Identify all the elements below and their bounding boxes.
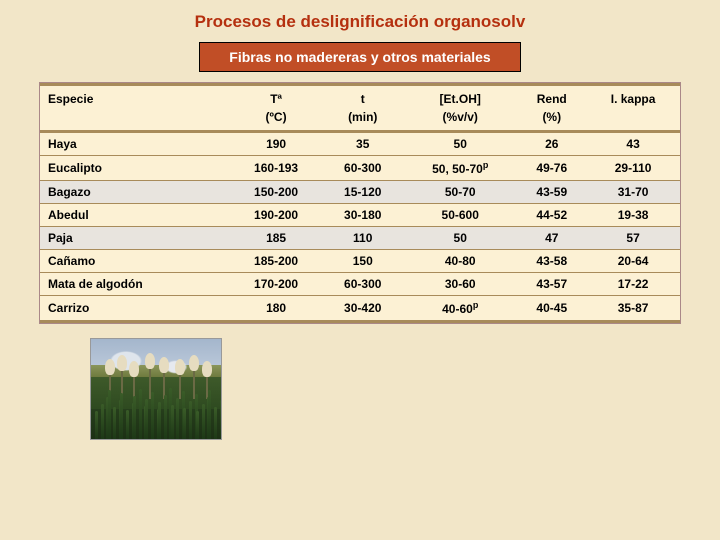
- col-kappa: I. kappa: [586, 85, 680, 109]
- cell: 60-300: [322, 273, 403, 296]
- cell: 43-59: [517, 181, 586, 204]
- col-etoh: [Et.OH]: [403, 85, 517, 109]
- data-table: Especie Tª t [Et.OH] Rend I. kappa (ºC) …: [40, 83, 680, 323]
- cell: 190: [230, 132, 323, 156]
- cell: 30-60: [403, 273, 517, 296]
- cell: 43-57: [517, 273, 586, 296]
- unit-time: (min): [322, 108, 403, 132]
- data-table-container: Especie Tª t [Et.OH] Rend I. kappa (ºC) …: [39, 82, 681, 324]
- cell: 26: [517, 132, 586, 156]
- cell: 44-52: [517, 204, 586, 227]
- table-row: Mata de algodón170-20060-30030-6043-5717…: [40, 273, 680, 296]
- cell: Bagazo: [40, 181, 230, 204]
- table-row: Bagazo150-20015-12050-7043-5931-70: [40, 181, 680, 204]
- cell: 160-193: [230, 156, 323, 181]
- cell: Carrizo: [40, 296, 230, 322]
- cell: 150: [322, 250, 403, 273]
- cell: 47: [517, 227, 586, 250]
- cell: 15-120: [322, 181, 403, 204]
- cell: Abedul: [40, 204, 230, 227]
- table-row: Carrizo18030-42040-60p40-4535-87: [40, 296, 680, 322]
- unit-etoh: (%v/v): [403, 108, 517, 132]
- cell: 43-58: [517, 250, 586, 273]
- cell: 30-180: [322, 204, 403, 227]
- grass-photo: [90, 338, 222, 440]
- subtitle-banner: Fibras no madereras y otros materiales: [199, 42, 521, 72]
- cell: Paja: [40, 227, 230, 250]
- cell: 170-200: [230, 273, 323, 296]
- cell: Cañamo: [40, 250, 230, 273]
- cell: 40-80: [403, 250, 517, 273]
- cell: 185: [230, 227, 323, 250]
- cell: 185-200: [230, 250, 323, 273]
- cell: 30-420: [322, 296, 403, 322]
- cell: 150-200: [230, 181, 323, 204]
- page-title: Procesos de deslignificación organosolv: [0, 0, 720, 42]
- unit-rend: (%): [517, 108, 586, 132]
- cell: 43: [586, 132, 680, 156]
- unit-temp: (ºC): [230, 108, 323, 132]
- cell: 17-22: [586, 273, 680, 296]
- cell: 35: [322, 132, 403, 156]
- table-row: Haya19035502643: [40, 132, 680, 156]
- table-row: Paja185110504757: [40, 227, 680, 250]
- cell: 50: [403, 227, 517, 250]
- unit-kappa: [586, 108, 680, 132]
- cell: 50-600: [403, 204, 517, 227]
- col-time: t: [322, 85, 403, 109]
- table-row: Abedul190-20030-18050-60044-5219-38: [40, 204, 680, 227]
- cell: 190-200: [230, 204, 323, 227]
- col-especie: Especie: [40, 85, 230, 109]
- cell: 180: [230, 296, 323, 322]
- cell: 60-300: [322, 156, 403, 181]
- cell: Haya: [40, 132, 230, 156]
- cell: 50, 50-70p: [403, 156, 517, 181]
- cell: Mata de algodón: [40, 273, 230, 296]
- cell: 29-110: [586, 156, 680, 181]
- cell: Eucalipto: [40, 156, 230, 181]
- cell: 31-70: [586, 181, 680, 204]
- cell: 49-76: [517, 156, 586, 181]
- col-rend: Rend: [517, 85, 586, 109]
- cell: 110: [322, 227, 403, 250]
- cell: 50: [403, 132, 517, 156]
- table-row: Cañamo185-20015040-8043-5820-64: [40, 250, 680, 273]
- cell: 40-60p: [403, 296, 517, 322]
- cell: 20-64: [586, 250, 680, 273]
- cell: 40-45: [517, 296, 586, 322]
- col-temp: Tª: [230, 85, 323, 109]
- table-row: Eucalipto160-19360-30050, 50-70p49-7629-…: [40, 156, 680, 181]
- cell: 50-70: [403, 181, 517, 204]
- cell: 35-87: [586, 296, 680, 322]
- cell: 57: [586, 227, 680, 250]
- cell: 19-38: [586, 204, 680, 227]
